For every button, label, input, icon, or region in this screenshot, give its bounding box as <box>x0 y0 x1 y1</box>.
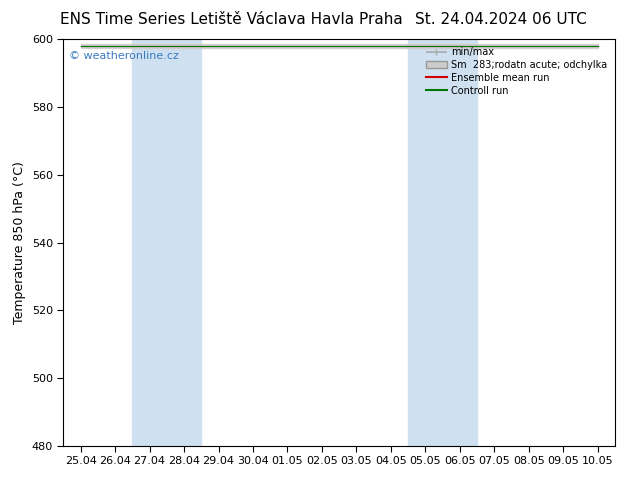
Bar <box>133 39 202 446</box>
Text: © weatheronline.cz: © weatheronline.cz <box>69 51 179 61</box>
Text: ENS Time Series Letiště Václava Havla Praha: ENS Time Series Letiště Václava Havla Pr… <box>60 12 403 27</box>
Bar <box>408 39 477 446</box>
Text: St. 24.04.2024 06 UTC: St. 24.04.2024 06 UTC <box>415 12 586 27</box>
Y-axis label: Temperature 850 hPa (°C): Temperature 850 hPa (°C) <box>13 161 26 324</box>
Legend: min/max, Sm  283;rodatn acute; odchylka, Ensemble mean run, Controll run: min/max, Sm 283;rodatn acute; odchylka, … <box>423 44 610 98</box>
